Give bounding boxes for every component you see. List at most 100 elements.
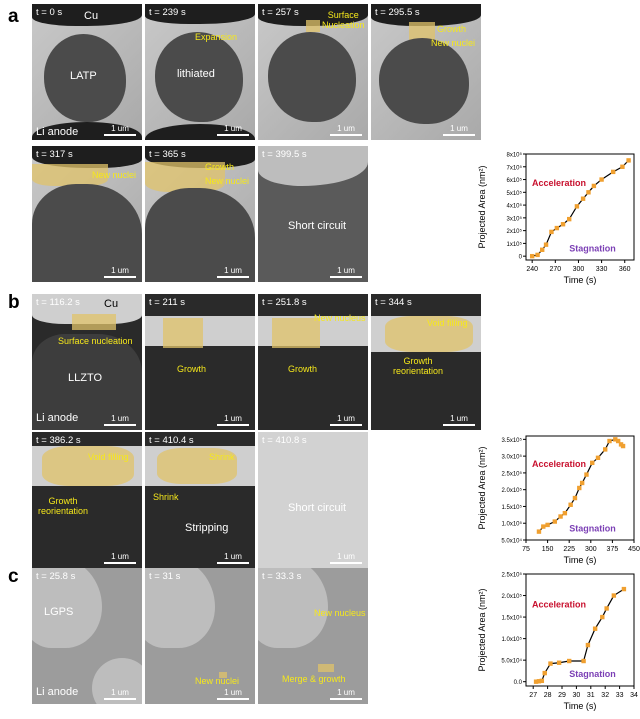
scale-bar: 1 um [330,266,362,278]
data-point [591,183,597,189]
y-tick-label: 0 [519,255,523,261]
short-circuit-label: Short circuit [288,502,347,514]
annotation-line: Growth [48,496,78,506]
data-point [592,626,598,631]
annotation: New nuclei [195,676,240,686]
x-tick-label: 300 [573,266,585,273]
chart-c: 27 28 29 30 31 32 33 34 0.0 5.0x10⁴ 1.0x10⁵ 1.5x10⁵… [477,572,638,712]
tem-image-a7: t = 399.5 s Short circuit 1 um [258,146,368,282]
time-label: t = 410.4 s [149,435,194,446]
x-tick-label: 375 [607,546,619,553]
panel-label-a: a [8,6,19,27]
data-point [607,438,612,444]
y-tick-label: 1.0x10⁵ [501,636,522,643]
data-point [552,519,557,524]
x-tick-label: 270 [549,266,561,273]
y-tick-label: 3.5x10⁵ [501,437,522,444]
x-tick-label: 28 [544,692,552,699]
tem-image-b1: t = 116.2 s Cu Surface nucleation LLZTO … [32,294,142,430]
data-point [615,438,621,444]
time-label: t = 116.2 s [36,297,80,308]
x-tick-label: 27 [529,692,537,699]
tem-image-a5: t = 317 s New nuclei 1 um [32,146,142,282]
annotation: Growth [437,24,467,34]
annotation: Surface Nucleation [322,10,365,30]
data-point [626,158,631,163]
scale-bar: 1 um [217,688,249,700]
annotation: Growth [177,364,207,374]
x-tick-label: 32 [601,692,609,699]
data-point [599,177,604,182]
x-tick-label: 75 [522,546,530,553]
x-tick-label: 29 [558,692,566,699]
tem-image-a1: t = 0 s Cu LATP Li anode 1 um [32,4,142,140]
tem-image-c3: t = 33.3 s New nucleus Merge & growth 1 … [258,568,368,704]
time-label: t = 386.2 s [36,435,81,446]
y-tick-label: 1.5x10⁵ [501,504,522,511]
li-anode-label: Li anode [36,412,79,424]
data-point [536,679,542,684]
time-label: t = 25.8 s [36,571,76,582]
tem-image-b5: t = 386.2 s Void filling Growth reorienta… [32,432,142,568]
x-tick-label: 450 [628,546,640,553]
time-label: t = 251.8 s [262,297,307,308]
scale-bar: 1 um [330,688,362,700]
annotation: New nucleus [314,313,366,323]
tem-image-b7: t = 410.8 s Short circuit 1 um [258,432,368,568]
short-circuit-label: Short circuit [288,220,347,232]
scale-bar: 1 um [104,414,136,426]
data-point [610,169,616,175]
data-point [574,204,580,209]
time-label: t = 211 s [149,297,186,308]
data-point [543,242,549,247]
y-tick-label: 1x10⁵ [507,241,523,248]
data-point [577,485,582,491]
data-point [600,614,605,620]
tem-image-b4: t = 344 s Void filling Growth reorientati… [371,294,481,430]
y-tick-label: 2.5x10⁵ [501,470,522,477]
data-point [540,247,545,252]
x-tick-label: 240 [526,266,538,273]
acceleration-annotation: Acceleration [532,178,586,188]
data-point [539,678,545,684]
x-tick-label: 225 [563,546,575,553]
li-anode-label: Li anode [36,686,79,698]
annotation: Shrink [153,492,179,502]
tem-image-b3: t = 251.8 s New nucleus Growth 1 um [258,294,368,430]
data-point [549,229,554,235]
data-point [584,472,589,477]
chart-b: 75 150 225 300 375 450 5.0x10⁴ 1.0x10⁵ 1.5x10⁵ 2.… [477,435,640,565]
annotation: Growth reorientation [393,356,443,376]
time-label: t = 239 s [149,7,186,18]
y-tick-label: 2.0x10⁵ [501,593,522,600]
annotation: Shrink [209,452,235,462]
scale-bar: 1 um [104,124,136,136]
time-label: t = 257 s [262,7,299,18]
y-tick-label: 8x10⁵ [507,152,523,159]
electrolyte-label: LATP [70,70,97,82]
plot-frame [525,153,635,261]
annotation: New nuclei [205,176,250,186]
plot-frame [525,435,635,541]
x-axis-label: Time (s) [564,555,597,565]
tem-image-c1: t = 25.8 s LGPS Li anode 1 um [32,568,142,704]
y-tick-label: 2.0x10⁵ [501,487,522,494]
data-point [536,529,542,534]
x-tick-label: 360 [619,266,631,273]
data-point [567,216,572,222]
data-point [558,514,563,519]
acceleration-annotation: Acceleration [532,600,586,610]
data-point [580,196,586,201]
series-line [532,159,630,257]
y-tick-label: 0.0 [514,680,523,686]
time-label: t = 31 s [149,571,181,582]
data-point [567,658,572,664]
annotation: Expansion [195,32,238,42]
x-tick-label: 300 [585,546,597,553]
annotation: New nucleus [314,608,366,618]
annotation-line: Surface [327,10,359,20]
time-label: t = 33.3 s [262,571,302,582]
data-point [603,447,608,452]
y-tick-label: 5x10⁵ [507,190,523,197]
